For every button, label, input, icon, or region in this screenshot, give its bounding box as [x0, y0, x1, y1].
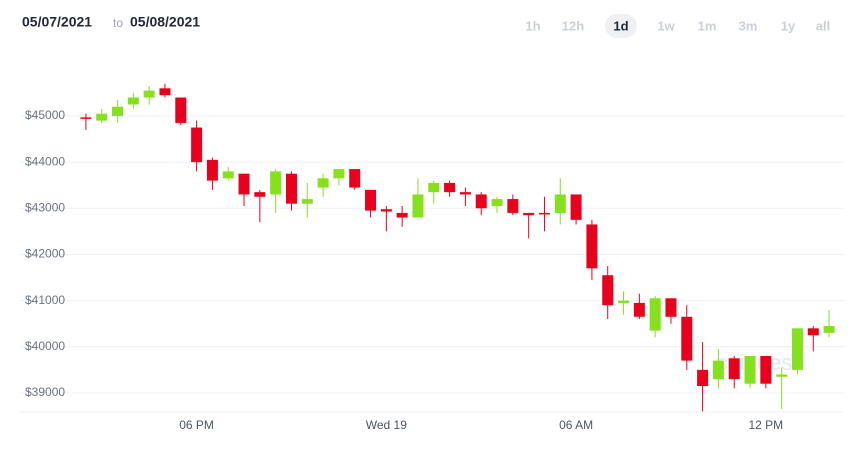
- candle-body: [665, 298, 677, 317]
- y-tick-label: $44000: [25, 154, 65, 168]
- range-button[interactable]: 1m: [698, 18, 717, 33]
- date-sep: to: [113, 16, 123, 30]
- candle-body: [507, 199, 519, 213]
- x-tick-label: 06 AM: [559, 418, 593, 432]
- candle-body: [791, 328, 803, 370]
- range-button[interactable]: 3m: [739, 18, 758, 33]
- candle-body: [301, 199, 313, 204]
- date-from: 05/07/2021: [22, 14, 92, 30]
- candle-body: [159, 88, 171, 96]
- candle-body: [428, 182, 440, 193]
- y-tick-label: $45000: [25, 108, 65, 122]
- candle-body: [697, 369, 709, 386]
- candle-body: [570, 194, 582, 220]
- x-tick-label: Wed 19: [366, 418, 407, 432]
- candle-body: [491, 199, 503, 206]
- candle-body: [712, 360, 724, 380]
- range-button[interactable]: 1w: [657, 18, 675, 33]
- candle-body: [222, 171, 234, 179]
- y-tick-label: $39000: [25, 385, 65, 399]
- y-tick-label: $41000: [25, 293, 65, 307]
- candle-body: [317, 178, 329, 188]
- candle-body: [80, 117, 92, 119]
- date-to: 05/08/2021: [130, 14, 200, 30]
- candle-body: [459, 192, 471, 195]
- candle-body: [633, 302, 645, 317]
- candle-body: [191, 127, 203, 163]
- range-button[interactable]: 1h: [525, 18, 540, 33]
- candle-body: [380, 209, 392, 212]
- candle-body: [444, 182, 456, 193]
- candle-body: [365, 189, 377, 211]
- candle-body: [618, 300, 630, 303]
- candle-body: [523, 212, 535, 216]
- candle-body: [554, 194, 566, 213]
- candle-body: [96, 113, 108, 121]
- candle-body: [475, 194, 487, 209]
- candle-body: [333, 169, 345, 179]
- range-button[interactable]: 1y: [781, 18, 796, 33]
- candle-body: [254, 192, 266, 197]
- candle-body: [823, 325, 835, 333]
- y-tick-label: $42000: [25, 247, 65, 261]
- candle-body: [127, 97, 139, 105]
- x-tick-label: 06 PM: [179, 418, 214, 432]
- candle-body: [807, 328, 819, 336]
- candle-body: [285, 173, 297, 204]
- candle-body: [586, 224, 598, 269]
- candle-body: [649, 298, 661, 331]
- candle-body: [760, 355, 772, 384]
- candle-body: [728, 358, 740, 380]
- candle-body: [238, 173, 250, 195]
- candle-body: [412, 194, 424, 218]
- candle-body: [112, 106, 124, 116]
- candle-body: [206, 159, 218, 181]
- candle-body: [538, 212, 550, 215]
- range-button[interactable]: all: [816, 18, 830, 33]
- candle-body: [143, 90, 155, 98]
- candle-body: [349, 169, 361, 188]
- range-button[interactable]: 1d: [613, 18, 628, 33]
- candle-body: [776, 374, 788, 377]
- candle-body: [744, 355, 756, 384]
- range-active-bg: [605, 14, 637, 38]
- candle-body: [270, 171, 282, 195]
- candle-body: [602, 275, 614, 306]
- candle-body: [681, 316, 693, 361]
- candle-body: [396, 212, 408, 218]
- range-button[interactable]: 12h: [562, 18, 584, 33]
- y-tick-label: $40000: [25, 339, 65, 353]
- y-tick-label: $43000: [25, 200, 65, 214]
- x-tick-label: 12 PM: [749, 418, 784, 432]
- candle-body: [175, 97, 187, 123]
